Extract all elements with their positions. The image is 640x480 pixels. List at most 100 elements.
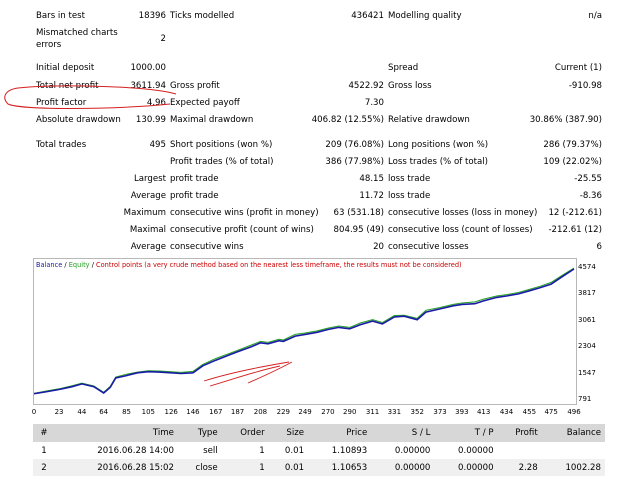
x-tick-label: 146	[186, 408, 200, 416]
col-time-cell: 2016.06.28 15:02	[55, 459, 178, 476]
red-ellipse-annotation	[4, 85, 177, 109]
legend-separator-1: /	[62, 261, 69, 269]
average-consecutive-losses-value: 6	[596, 242, 602, 252]
col-profit-header[interactable]: Profit	[497, 424, 542, 442]
equity-line	[34, 267, 575, 394]
absolute-drawdown-value: 130.99	[135, 115, 166, 125]
y-tick-label: 2304	[578, 342, 596, 351]
maximal-label: Maximal	[129, 225, 166, 235]
table-body: 1 2016.06.28 14:00 sell 1 0.01 1.10893 0.00000…	[33, 442, 605, 476]
col-number-header[interactable]: #	[33, 424, 56, 442]
average-profit-label: profit trade	[170, 191, 219, 201]
chart-legend: Balance / Equity / Control points (a ver…	[36, 261, 462, 269]
maximal-drawdown-label: Maximal drawdown	[170, 115, 254, 125]
loss-trades-value: 109 (22.02%)	[543, 157, 602, 167]
average-label: Average	[130, 191, 166, 201]
col-tp-cell: 0.00000	[434, 459, 498, 476]
x-tick-label: 187	[230, 408, 245, 416]
maximal-consecutive-loss-value: -212.61 (12)	[548, 225, 602, 235]
average-consecutive-wins-value: 20	[373, 242, 384, 252]
legend-control-points: Control points (a very crude method base…	[96, 261, 462, 269]
average-consecutive-losses-label: consecutive losses	[388, 242, 469, 252]
x-tick-label: 105	[141, 408, 155, 416]
col-type-header[interactable]: Type	[177, 424, 222, 442]
mismatch-value: 2	[160, 34, 166, 44]
table-row[interactable]: 1 2016.06.28 14:00 sell 1 0.01 1.10893 0.00000…	[33, 442, 605, 459]
maximal-consecutive-loss-label: consecutive loss (count of losses)	[388, 225, 533, 235]
x-tick-label: 496	[567, 408, 581, 416]
col-type-cell: close	[177, 459, 222, 476]
total-trades-value: 495	[149, 140, 166, 150]
x-tick-label: 373	[433, 408, 447, 416]
gross-profit-label: Gross profit	[170, 81, 220, 91]
long-positions-label: Long positions (won %)	[388, 140, 489, 150]
average-profit-value: 11.72	[359, 191, 384, 201]
profit-factor-value: 4.96	[146, 98, 166, 108]
y-tick-label: 4574	[578, 263, 596, 271]
y-tick-label: 1547	[578, 368, 596, 377]
red-pen-stroke-2	[209, 365, 281, 387]
short-positions-value: 209 (76.08%)	[325, 140, 384, 150]
x-tick-label: 85	[122, 408, 131, 416]
absolute-drawdown-label: Absolute drawdown	[36, 115, 121, 125]
total-trades-label: Total trades	[36, 140, 87, 150]
largest-loss-label: loss trade	[388, 174, 431, 184]
x-tick-label: 270	[321, 408, 335, 416]
col-size-header[interactable]: Size	[268, 424, 309, 442]
col-time-header[interactable]: Time	[55, 424, 178, 442]
x-tick-label: 331	[387, 408, 402, 416]
red-pen-stroke-3	[247, 361, 293, 384]
gross-profit-value: 4522.92	[348, 81, 384, 91]
y-tick-label: 3061	[578, 315, 596, 324]
col-order-cell: 1	[221, 459, 269, 476]
col-order-cell: 1	[259, 445, 265, 456]
y-tick-label: 3817	[578, 289, 596, 298]
col-balance-cell	[542, 442, 605, 459]
spread-label: Spread	[388, 63, 419, 73]
largest-profit-value: 48.15	[359, 174, 384, 184]
deposit-value: 1000.00	[130, 63, 166, 73]
report-summary: Bars in test 18396 Ticks modelled 436421…	[36, 11, 602, 252]
average-consecutive-label: Average	[130, 242, 166, 252]
average-loss-value: -8.36	[579, 191, 602, 201]
ticks-label: Ticks modelled	[170, 11, 235, 21]
maximum-label: Maximum	[123, 208, 166, 218]
maximal-drawdown-value: 406.82 (12.55%)	[311, 115, 384, 125]
balance-chart: Balance / Equity / Control points (a ver…	[33, 258, 577, 405]
average-loss-label: loss trade	[388, 191, 431, 201]
col-price-header[interactable]: Price	[308, 424, 372, 442]
expected-payoff-value: 7.30	[364, 98, 384, 108]
deposit-label: Initial deposit	[36, 63, 95, 73]
spread-value: Current (1)	[554, 63, 602, 73]
col-sl-header[interactable]: S / L	[371, 424, 435, 442]
bars-label: Bars in test	[36, 11, 85, 21]
x-tick-label: 393	[455, 408, 469, 416]
col-sl-cell: 0.00000	[394, 445, 431, 456]
col-profit-cell	[498, 442, 542, 459]
legend-separator-2: /	[89, 261, 97, 269]
col-price-cell: 1.10893	[331, 445, 368, 456]
x-tick-label: 208	[253, 408, 268, 416]
x-tick-label: 167	[209, 408, 223, 416]
x-tick-label: 434	[499, 408, 514, 416]
col-order-header[interactable]: Order	[221, 424, 269, 442]
average-consecutive-wins-label: consecutive wins	[170, 242, 244, 252]
short-positions-label: Short positions (won %)	[170, 140, 273, 150]
y-tick-label: 791	[578, 395, 592, 403]
red-pen-stroke-1	[203, 361, 290, 382]
table-row[interactable]: 2 2016.06.28 15:02 close 1 0.01 1.10653 0.0000…	[33, 459, 605, 476]
largest-loss-value: -25.55	[574, 174, 602, 184]
maximal-consecutive-profit-value: 804.95 (49)	[333, 225, 384, 235]
max-consecutive-wins-label: consecutive wins (profit in money)	[170, 208, 319, 218]
col-type-cell: sell	[203, 445, 218, 456]
long-positions-value: 286 (79.37%)	[543, 140, 602, 150]
col-balance-cell: 1002.28	[541, 459, 605, 476]
x-tick-label: 455	[522, 408, 537, 416]
x-tick-label: 0	[31, 408, 37, 416]
col-tp-header[interactable]: T / P	[434, 424, 498, 442]
x-tick-label: 290	[343, 408, 357, 416]
col-balance-header[interactable]: Balance	[541, 424, 605, 442]
col-number-cell: 2	[33, 459, 56, 476]
col-sl-cell: 0.00000	[371, 459, 435, 476]
